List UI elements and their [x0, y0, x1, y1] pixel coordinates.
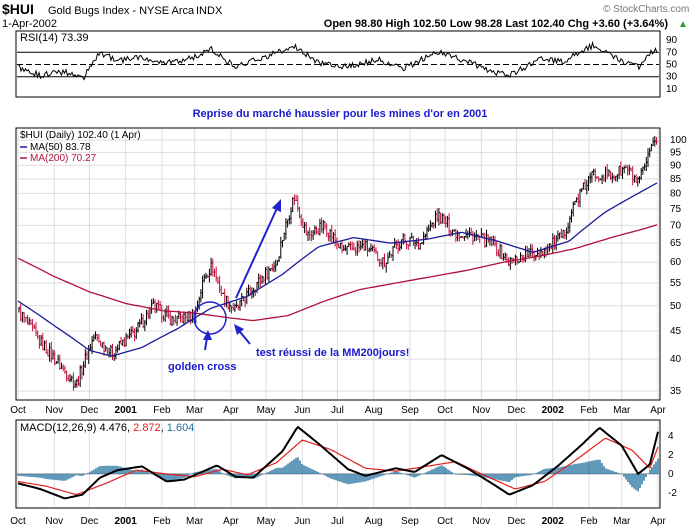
month-label: Mar: [613, 516, 631, 527]
legend-ma50: MA(50) 83.78: [30, 142, 91, 153]
month-label: Apr: [223, 516, 239, 527]
month-label: Nov: [45, 405, 63, 416]
month-label: Jul: [331, 516, 344, 527]
month-label: 2002: [542, 405, 565, 416]
macd-tick-label: 2: [668, 450, 674, 461]
month-label: Jun: [294, 405, 310, 416]
chart-date: 1-Apr-2002: [2, 18, 57, 30]
month-label: Oct: [10, 405, 26, 416]
month-label: Apr: [650, 405, 666, 416]
month-label: Jul: [331, 405, 344, 416]
index-name: Gold Bugs Index - NYSE Arca: [48, 5, 195, 17]
price-tick-label: 80: [670, 188, 682, 199]
month-label: Feb: [580, 516, 598, 527]
macd-line: [17, 425, 659, 500]
price-tick-label: 85: [670, 174, 682, 185]
annotations: golden cross test réussi de la MM200jour…: [168, 199, 409, 373]
rsi-tick-label: 70: [666, 47, 678, 58]
price-tick-label: 100: [670, 135, 687, 146]
up-arrow-icon: ▲: [678, 19, 688, 30]
legend-ma200: MA(200) 70.27: [30, 153, 97, 164]
month-label: Sep: [401, 405, 419, 416]
price-tick-label: 65: [670, 238, 682, 249]
rsi-tick-label: 50: [666, 60, 678, 71]
month-label: Mar: [186, 516, 204, 527]
month-label: Feb: [153, 405, 171, 416]
month-label: Mar: [186, 405, 204, 416]
price-tick-label: 90: [670, 160, 682, 171]
golden-cross-circle: [193, 301, 227, 335]
month-label: Nov: [45, 516, 63, 527]
watermark: © StockCharts.com: [603, 4, 689, 15]
month-label: 2002: [542, 516, 565, 527]
month-label: Oct: [437, 516, 453, 527]
test-label: test réussi de la MM200jours!: [256, 347, 409, 359]
golden-cross-arrowhead: [203, 330, 212, 340]
month-label: Feb: [153, 516, 171, 527]
price-tick-label: 35: [670, 386, 682, 397]
month-label: 2001: [115, 405, 138, 416]
rsi-line: [17, 40, 658, 81]
month-label: Nov: [472, 516, 490, 527]
rsi-grid: [17, 51, 659, 78]
price-horizontal-grid: [17, 139, 659, 392]
month-label: Dec: [508, 516, 526, 527]
ticker-symbol: $HUI: [2, 1, 34, 17]
month-label: Apr: [650, 516, 666, 527]
annotation-title: Reprise du marché haussier pour les mine…: [193, 108, 488, 120]
macd-signal-line: [17, 437, 659, 496]
price-legend: $HUI (Daily) 102.40 (1 Apr) MA(50) 83.78…: [20, 130, 141, 164]
rsi-tick-label: 10: [666, 84, 678, 95]
price-tick-label: 55: [670, 278, 682, 289]
month-label: 2001: [115, 516, 138, 527]
golden-cross-label: golden cross: [168, 361, 236, 373]
macd-vertical-grid: [17, 421, 659, 507]
macd-tick-label: -2: [668, 488, 677, 499]
test-arrowhead: [234, 324, 244, 335]
macd-tick-label: 4: [668, 431, 674, 442]
month-label: Oct: [437, 405, 453, 416]
price-tick-label: 75: [670, 204, 682, 215]
month-label: Dec: [508, 405, 526, 416]
month-axis-bottom: Oct Nov Dec 2001 Feb Mar Apr May Jun Jul Aug Sep Oct…: [10, 516, 666, 527]
price-tick-label: 45: [670, 326, 682, 337]
month-label: Dec: [80, 516, 98, 527]
price-tick-label: 60: [670, 257, 682, 268]
month-label: Sep: [401, 516, 419, 527]
month-label: May: [257, 405, 276, 416]
month-label: Dec: [80, 405, 98, 416]
rsi-tick-label: 30: [666, 72, 678, 83]
month-axis-top: Oct Nov Dec 2001 Feb Mar Apr May Jun Jul Aug Sep Oct…: [10, 405, 666, 416]
macd-tick-label: 0: [668, 469, 674, 480]
month-label: Apr: [223, 405, 239, 416]
month-label: Feb: [580, 405, 598, 416]
price-tick-label: 70: [670, 220, 682, 231]
price-tick-label: 40: [670, 354, 682, 365]
price-tick-label: 95: [670, 147, 682, 158]
month-label: Aug: [365, 405, 383, 416]
month-label: Mar: [613, 405, 631, 416]
rally-arrowhead: [272, 199, 281, 212]
ma200-line: [17, 224, 658, 322]
month-label: Oct: [10, 516, 26, 527]
month-label: Aug: [365, 516, 383, 527]
month-label: May: [257, 516, 276, 527]
legend-hui: $HUI (Daily) 102.40 (1 Apr): [20, 130, 141, 141]
quote-line: Open 98.80 High 102.50 Low 98.28 Last 10…: [324, 18, 669, 30]
price-tick-label: 50: [670, 301, 682, 312]
rsi-label: RSI(14) 73.39: [20, 32, 88, 44]
exchange-label: INDX: [196, 5, 223, 17]
rsi-tick-label: 90: [666, 35, 678, 46]
ma50-line: [17, 182, 658, 357]
month-label: Nov: [472, 405, 490, 416]
month-label: Jun: [294, 516, 310, 527]
rally-arrow: [235, 205, 279, 299]
macd-legend: MACD(12,26,9) 4.476, 2.872, 1.604: [20, 422, 194, 434]
